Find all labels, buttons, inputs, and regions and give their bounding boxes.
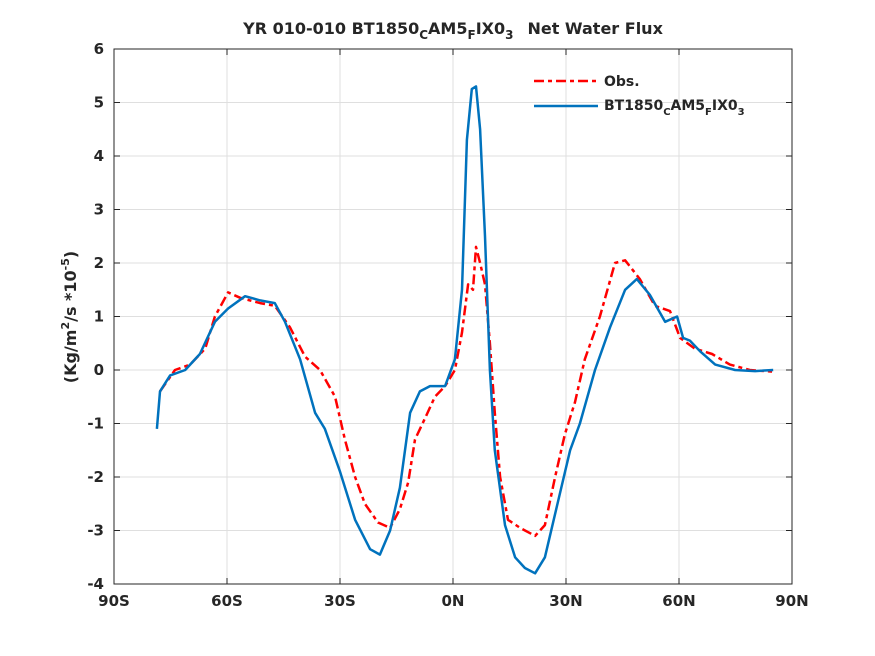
ylabel-part: /s *10 [61, 270, 80, 322]
y-tick-label: 3 [94, 201, 104, 219]
x-tick-label: 30S [324, 592, 356, 610]
legend-subscript: F [705, 107, 712, 118]
y-tick-label: -2 [87, 468, 104, 486]
ylabel-part: ) [61, 251, 80, 258]
ylabel-part: (Kg/m [61, 330, 80, 384]
title-part: YR 010-010 BT1850 [242, 19, 419, 38]
x-tick-label: 90N [775, 592, 808, 610]
title-subscript: 3 [505, 28, 513, 42]
legend-subscript: C [663, 107, 670, 118]
legend-part: BT1850 [604, 98, 663, 114]
x-tick-label: 60S [211, 592, 243, 610]
chart-title: YR 010-010 BT1850CAM5FIX03 Net Water Flux [242, 19, 663, 42]
legend-label-obs: Obs. [604, 74, 640, 90]
net-water-flux-chart: 90S 60S 30S 0N 30N 60N 90N -4 -3 -2 -1 0 1 2 3 4 5 6 YR 0… [0, 0, 875, 656]
y-tick-label: 6 [94, 40, 104, 58]
title-part: IX0 [476, 19, 505, 38]
legend-part: IX0 [712, 98, 738, 114]
y-tick-label: 5 [94, 94, 104, 112]
title-subscript: F [467, 28, 475, 42]
x-tick-label: 60N [662, 592, 695, 610]
ylabel-superscript: 2 [59, 322, 72, 330]
y-tick-label: 4 [94, 147, 104, 165]
legend-subscript: 3 [738, 107, 745, 118]
y-tick-label: -3 [87, 522, 104, 540]
x-tick-label: 30N [549, 592, 582, 610]
y-tick-label: -4 [87, 575, 104, 593]
y-axis-label: (Kg/m2/s *10-5) [59, 251, 80, 383]
y-tick-label: -1 [87, 415, 104, 433]
y-tick-label: 1 [94, 308, 104, 326]
x-tick-label: 90S [98, 592, 130, 610]
title-part: AM5 [428, 19, 467, 38]
title-part: Net Water Flux [527, 19, 663, 38]
title-subscript: C [419, 28, 428, 42]
y-tick-label: 0 [94, 361, 104, 379]
ylabel-superscript: -5 [59, 258, 72, 270]
x-tick-label: 0N [442, 592, 465, 610]
legend-part: AM5 [671, 98, 706, 114]
y-tick-label: 2 [94, 254, 104, 272]
